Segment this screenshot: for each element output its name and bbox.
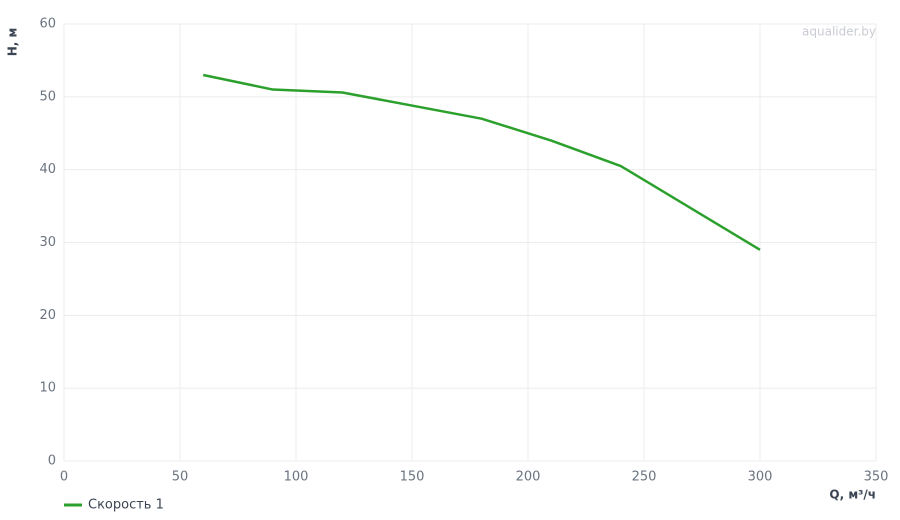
x-tick-label: 100	[284, 470, 309, 485]
x-tick-label: 50	[172, 470, 189, 485]
x-axis-title: Q, м³/ч	[829, 488, 876, 502]
x-tick-label: 0	[60, 470, 68, 485]
y-tick-label: 30	[39, 235, 56, 250]
watermark: aqualider.by	[802, 25, 876, 39]
legend-label: Скорость 1	[88, 498, 164, 513]
y-axis-title: H, м	[6, 28, 20, 57]
x-tick-label: 300	[748, 470, 773, 485]
x-tick-label: 200	[516, 470, 541, 485]
x-tick-label: 150	[400, 470, 425, 485]
data-line	[202, 73, 761, 251]
x-tick-label: 350	[864, 470, 889, 485]
y-tick-label: 60	[39, 17, 56, 32]
y-tick-label: 40	[39, 162, 56, 177]
y-tick-label: 50	[39, 89, 56, 104]
y-tick-label: 0	[48, 454, 56, 469]
y-tick-label: 10	[39, 381, 56, 396]
x-tick-label: 250	[632, 470, 657, 485]
y-tick-label: 20	[39, 308, 56, 323]
